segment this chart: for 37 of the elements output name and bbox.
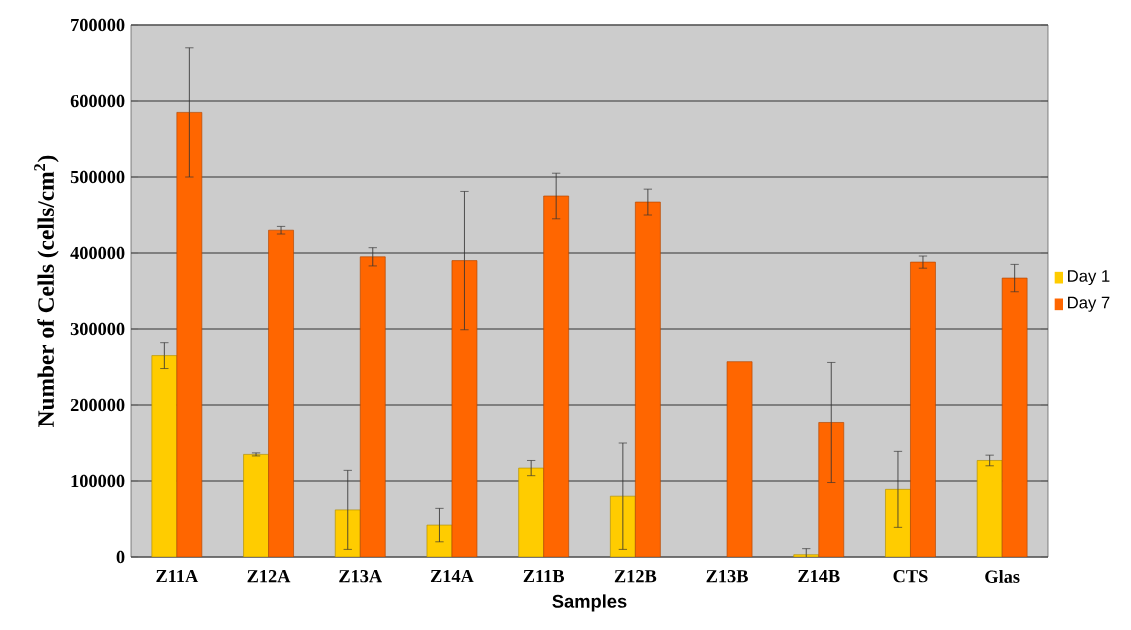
x-tick-label: Z11A <box>156 570 199 583</box>
bar <box>818 422 845 557</box>
y-tick-label: 600000 <box>70 94 125 108</box>
bar <box>151 355 178 557</box>
x-tick-label: Glas <box>985 570 1020 583</box>
legend-label: Day 7 <box>1068 296 1110 312</box>
x-tick-label: Z12A <box>247 570 291 583</box>
y-tick-label: 100000 <box>71 474 125 488</box>
y-tick-label: 0 <box>116 550 125 564</box>
y-tick-label: 400000 <box>70 246 125 260</box>
x-tick-label: Z14A <box>430 570 474 583</box>
bar <box>359 256 386 557</box>
y-tick-label: 200000 <box>70 398 125 412</box>
x-tick-label: Z14B <box>798 570 840 583</box>
y-axis-title: Number of Cells (cells/cm$^{2}$) <box>34 155 59 427</box>
bar <box>268 229 294 557</box>
x-tick-label: Z13A <box>339 570 383 583</box>
bar <box>518 467 544 557</box>
y-tick-label: 300000 <box>70 322 125 336</box>
bar <box>451 260 478 557</box>
bar <box>176 112 203 557</box>
bar <box>543 195 569 557</box>
legend-label: Day 1 <box>1068 270 1110 286</box>
bar <box>726 361 753 557</box>
y-tick-label: 700000 <box>71 18 125 32</box>
x-tick-label: Z12B <box>614 570 657 583</box>
bar <box>976 460 1003 557</box>
y-tick-label: 500000 <box>70 170 125 184</box>
bar <box>793 554 820 557</box>
x-tick-label: Z13B <box>706 570 748 583</box>
bar <box>1001 277 1028 557</box>
bar <box>243 454 269 557</box>
x-axis-title: Samples <box>552 594 627 612</box>
x-tick-label: CTS <box>893 570 928 583</box>
x-tick-label: Z11B <box>523 570 565 583</box>
bar <box>635 201 661 557</box>
bar <box>910 261 936 557</box>
